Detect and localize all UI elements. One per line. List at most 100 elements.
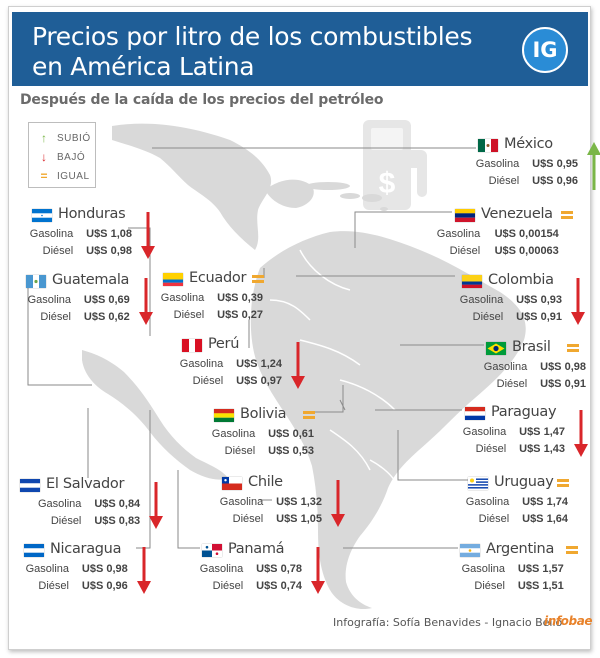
arrow-down-icon: [571, 278, 585, 325]
country-name: Brasil: [512, 339, 551, 355]
venezuela-flag-icon: [455, 209, 475, 222]
caribbean-islands: [306, 182, 388, 211]
diesel-price-value: U$S 0,00063: [494, 245, 559, 257]
country-name: Uruguay: [494, 474, 554, 490]
arrow-down-icon: [136, 547, 151, 594]
gasoline-price-label: Gasolina: [160, 292, 205, 304]
diesel-price-label: Diésel: [449, 245, 481, 257]
argentina-flag-icon: [460, 544, 480, 557]
legend-down-label: BAJÓ: [57, 151, 86, 163]
diesel-price-value: U$S 0,91: [540, 378, 586, 390]
gasoline-price-label: Gasolina: [461, 563, 505, 575]
equal-icon: =: [40, 169, 48, 183]
chile-flag-icon: [222, 477, 242, 490]
connector-lines: [27, 147, 484, 549]
arrow-down-icon: [141, 212, 155, 259]
arrow-up-icon: ↑: [41, 131, 47, 145]
gasoline-price-label: Gasolina: [199, 563, 244, 575]
gasoline-price-value: U$S 0,95: [532, 158, 578, 170]
diesel-price-value: U$S 0,98: [86, 245, 132, 257]
uruguay-flag-icon: [468, 477, 488, 490]
arrow-down-icon: [291, 342, 305, 389]
country-name: El Salvador: [46, 476, 125, 492]
gasoline-price-label: Gasolina: [29, 228, 74, 240]
diesel-price-label: Diésel: [496, 378, 528, 390]
nicaragua-flag-icon: [24, 544, 44, 557]
gasoline-price-value: U$S 0,61: [268, 428, 314, 440]
diesel-price-label: Diésel: [475, 443, 507, 455]
arrow-down-icon: ↓: [41, 150, 47, 164]
diesel-price-label: Diésel: [192, 375, 224, 387]
diesel-price-label: Diésel: [173, 309, 205, 321]
equal-icon: [560, 210, 573, 220]
gasoline-price-value: U$S 1,32: [276, 496, 322, 508]
page-title: Precios por litro de los combustibles en…: [32, 22, 502, 82]
diesel-price-value: U$S 0,91: [516, 311, 562, 323]
header-banner: Precios por litro de los combustibles en…: [12, 12, 588, 86]
country-name: Honduras: [58, 206, 126, 222]
gasoline-price-value: U$S 1,24: [236, 358, 282, 370]
colombia-flag-icon: [462, 275, 482, 288]
gasoline-price-label: Gasolina: [179, 358, 224, 370]
gasoline-price-label: Gasolina: [211, 428, 256, 440]
diesel-price-label: Diésel: [224, 445, 256, 457]
diesel-price-value: U$S 1,51: [517, 580, 564, 592]
gasoline-price-value: U$S 0,93: [516, 294, 562, 306]
arrow-down-icon: [311, 547, 325, 594]
diesel-price-value: U$S 1,43: [519, 443, 565, 455]
arrow-down-icon: [149, 482, 164, 529]
south-america-landmass: [250, 231, 526, 610]
mexico-flag-icon: [478, 139, 498, 152]
ecuador-flag-icon: [163, 273, 183, 286]
diesel-price-label: Diésel: [42, 245, 74, 257]
country-name: Bolivia: [240, 406, 287, 422]
gasoline-price-value: U$S 0,98: [81, 563, 128, 575]
diesel-price-value: U$S 0,53: [268, 445, 314, 457]
gasoline-price-label: Gasolina: [462, 426, 507, 438]
title-line-1: Precios por litro de los combustibles: [32, 22, 473, 51]
gasoline-price-label: Gasolina: [436, 228, 481, 240]
svg-text:$: $: [379, 167, 396, 200]
brand-logo: infobae: [544, 614, 593, 628]
mexico-landmass: [112, 123, 272, 250]
diesel-price-label: Diésel: [472, 311, 504, 323]
yucatan-landmass: [265, 179, 314, 208]
legend-equal-label: IGUAL: [57, 170, 90, 182]
country-name: México: [504, 136, 553, 152]
legend: ↑ SUBIÓ ↓ BAJÓ = IGUAL: [28, 122, 96, 188]
arrow-up-icon: [587, 142, 600, 190]
gasoline-price-label: Gasolina: [475, 158, 520, 170]
gasoline-price-label: Gasolina: [37, 498, 82, 510]
diesel-price-value: U$S 0,97: [236, 375, 282, 387]
gasoline-price-value: U$S 0,00154: [494, 228, 559, 240]
gasoline-price-value: U$S 1,47: [519, 426, 565, 438]
honduras-flag-icon: [32, 209, 52, 222]
diesel-price-label: Diésel: [474, 580, 505, 592]
arrow-down-icon: [138, 278, 153, 325]
arrow-down-icon: [331, 480, 345, 527]
country-name: Argentina: [486, 541, 555, 557]
country-name: Ecuador: [189, 270, 247, 286]
equal-icon: [565, 545, 578, 555]
peru-flag-icon: [182, 339, 202, 352]
central-america-landmass: [82, 350, 228, 480]
gasoline-price-value: U$S 0,69: [83, 294, 130, 306]
gasoline-price-value: U$S 1,08: [86, 228, 132, 240]
diesel-price-label: Diésel: [488, 175, 520, 187]
subtitle: Después de la caída de los precios del p…: [20, 92, 384, 108]
gasoline-price-value: U$S 0,84: [94, 498, 141, 510]
ig-logo: IG: [522, 27, 568, 73]
gasoline-price-label: Gasolina: [25, 563, 69, 575]
country-name: Paraguay: [491, 404, 557, 420]
equal-icon: [557, 478, 570, 488]
gasoline-price-label: Gasolina: [27, 294, 71, 306]
country-name: Chile: [248, 474, 283, 490]
diesel-price-label: Diésel: [38, 580, 69, 592]
gasoline-price-value: U$S 1,74: [522, 496, 568, 508]
gasoline-price-value: U$S 0,98: [540, 361, 586, 373]
legend-up: ↑ SUBIÓ: [35, 130, 91, 146]
gasoline-price-label: Gasolina: [465, 496, 510, 508]
gasoline-price-label: Gasolina: [459, 294, 504, 306]
arrow-down-icon: [574, 410, 588, 457]
